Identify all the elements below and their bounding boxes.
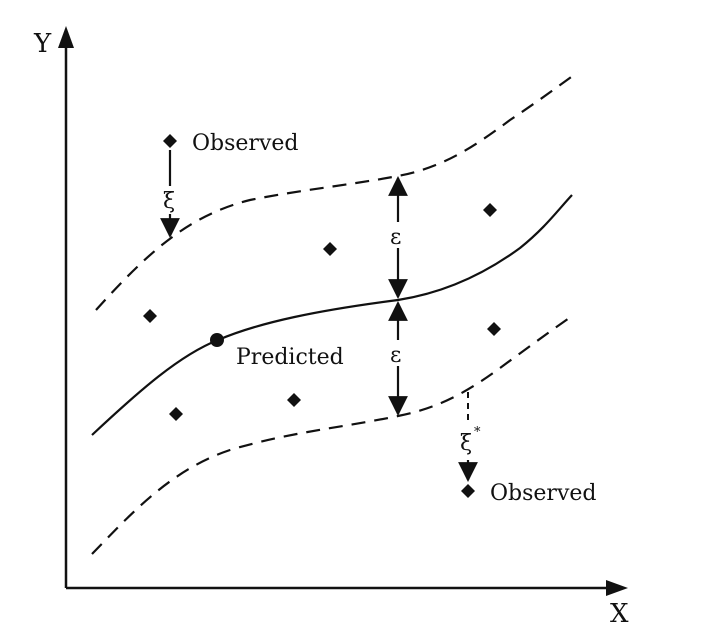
xi-star-superscript: * bbox=[474, 425, 481, 440]
predicted-label: Predicted bbox=[236, 345, 344, 370]
observed-point-top bbox=[163, 134, 177, 148]
observed-label-top: Observed bbox=[192, 131, 298, 156]
observed-point-bottom bbox=[461, 484, 475, 498]
x-axis-label: X bbox=[610, 599, 629, 629]
observed-label-bottom: Observed bbox=[490, 481, 596, 506]
y-axis-arrowhead bbox=[58, 26, 74, 48]
data-point bbox=[483, 203, 497, 217]
data-point bbox=[143, 309, 157, 323]
epsilon-lower-label: ε bbox=[390, 343, 401, 368]
upper-epsilon-boundary bbox=[95, 71, 579, 311]
data-point bbox=[287, 393, 301, 407]
x-axis-arrowhead bbox=[606, 580, 628, 596]
predicted-point bbox=[210, 333, 224, 347]
regression-curve bbox=[91, 194, 573, 436]
data-point bbox=[323, 242, 337, 256]
xi-star-label: ξ bbox=[460, 431, 472, 456]
data-point bbox=[169, 407, 183, 421]
y-axis-label: Y bbox=[33, 29, 52, 59]
epsilon-upper-label: ε bbox=[390, 225, 401, 250]
xi-label: ξ bbox=[163, 189, 175, 214]
data-point bbox=[487, 322, 501, 336]
lower-epsilon-boundary bbox=[91, 315, 573, 555]
